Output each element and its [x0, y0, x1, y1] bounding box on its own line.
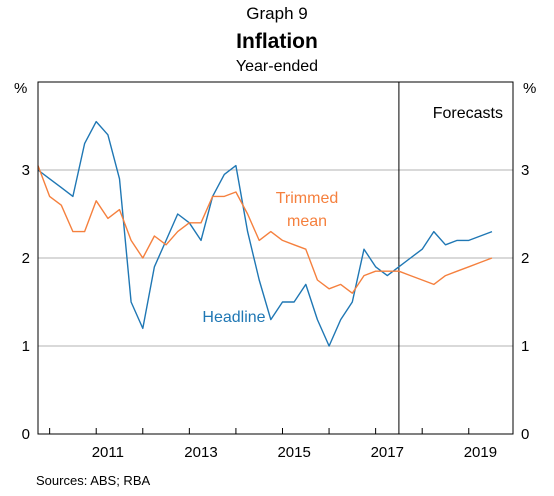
y-tick-label-left: 3	[22, 162, 30, 179]
y-unit-left: %	[14, 80, 27, 97]
y-tick-label-right: 3	[521, 162, 529, 179]
chart-title: Inflation	[236, 30, 318, 53]
x-tick-label: 2017	[371, 444, 404, 461]
y-tick-label-right: 2	[521, 250, 529, 267]
series-lines	[37, 120, 493, 347]
y-tick-label-right: 0	[521, 426, 529, 443]
trimmed-mean-label-line1: Trimmed	[276, 190, 339, 207]
plot-frame	[37, 81, 514, 435]
y-tick-label-left: 2	[22, 250, 30, 267]
y-tick-label-left: 0	[22, 426, 30, 443]
chart-subtitle: Year-ended	[236, 58, 318, 75]
forecast-label: Forecasts	[433, 105, 503, 122]
source-note: Sources: ABS; RBA	[36, 473, 150, 488]
x-tick-label: 2011	[92, 444, 124, 461]
x-tick-label: 2013	[184, 444, 217, 461]
y-tick-label-left: 1	[22, 338, 30, 355]
x-tick-label: 2019	[464, 444, 497, 461]
series-line-trimmed-mean	[37, 165, 493, 294]
series-line-headline	[37, 120, 493, 347]
y-axis-ticks: 0 0 1 1 2 2 3 3	[22, 162, 530, 443]
trimmed-mean-label-line2: mean	[287, 213, 327, 230]
headline-label: Headline	[202, 309, 265, 326]
y-tick-label-right: 1	[521, 338, 529, 355]
x-axis-ticks: 2011 2013 2015 2017 2019	[49, 428, 497, 461]
y-unit-right: %	[523, 80, 536, 97]
chart-supertitle: Graph 9	[246, 4, 307, 23]
x-tick-label: 2015	[277, 444, 310, 461]
